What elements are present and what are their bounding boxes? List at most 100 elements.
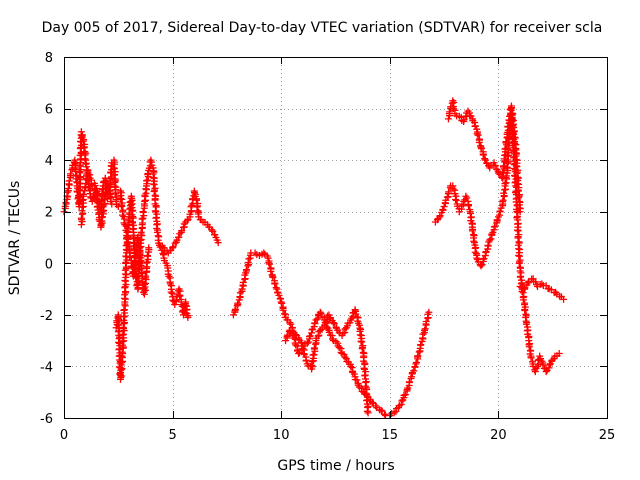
data-point: [104, 184, 112, 192]
data-point: [368, 399, 376, 407]
data-point: [273, 285, 281, 293]
data-point: [452, 196, 460, 204]
data-point: [514, 234, 522, 242]
data-point: [141, 280, 149, 288]
data-point: [121, 221, 129, 229]
data-point: [358, 345, 366, 353]
data-point: [245, 255, 253, 263]
data-point: [135, 239, 143, 247]
data-point: [134, 238, 142, 246]
data-point: [97, 220, 105, 228]
x-axis-label: GPS time / hours: [277, 458, 394, 474]
y-tick-label: 0: [45, 257, 53, 272]
data-point: [311, 319, 319, 327]
x-tick-label: 5: [168, 428, 176, 443]
data-point: [153, 220, 161, 228]
data-point: [137, 228, 145, 236]
data-point: [502, 138, 510, 146]
data-point: [500, 189, 508, 197]
data-point: [445, 188, 453, 196]
data-point: [192, 196, 200, 204]
data-point: [276, 295, 284, 303]
y-tick-label: 6: [45, 103, 53, 118]
data-point: [67, 170, 75, 178]
data-point: [130, 264, 138, 272]
x-tick-label: 20: [490, 428, 507, 443]
data-point: [501, 180, 509, 188]
data-point: [481, 155, 489, 163]
data-point: [150, 187, 158, 195]
data-point: [446, 108, 454, 116]
data-point: [65, 177, 73, 185]
data-point: [412, 359, 420, 367]
data-point: [499, 196, 507, 204]
data-point: [93, 203, 101, 211]
data-point: [516, 273, 524, 281]
data-point: [474, 131, 482, 139]
data-point: [531, 368, 539, 376]
data-point: [303, 339, 311, 347]
data-point: [167, 288, 175, 296]
data-point: [491, 222, 499, 230]
data-point: [214, 239, 222, 247]
data-point: [513, 226, 521, 234]
data-point: [496, 207, 504, 215]
data-point: [142, 259, 150, 267]
data-point: [239, 278, 247, 286]
data-point: [479, 255, 487, 263]
chart-title: Day 005 of 2017, Sidereal Day-to-day VTE…: [42, 20, 603, 36]
data-point: [138, 215, 146, 223]
data-point: [242, 266, 250, 274]
data-point: [470, 237, 478, 245]
data-point: [114, 314, 122, 322]
data-point: [103, 179, 111, 187]
data-point: [81, 183, 89, 191]
x-tick-label: 10: [273, 428, 290, 443]
data-point: [538, 280, 546, 288]
data-point: [119, 337, 127, 345]
data-point: [377, 406, 385, 414]
data-point: [62, 199, 70, 207]
axes: 0 5 10 15 20 25 -6 -4 -2 0 2 4 6 8: [40, 51, 615, 443]
data-point: [118, 211, 126, 219]
data-point: [122, 271, 130, 279]
data-point: [115, 317, 123, 325]
data-point: [290, 334, 298, 342]
data-point: [169, 243, 177, 251]
y-tick-label: 8: [45, 51, 53, 66]
data-point: [511, 139, 519, 147]
data-point: [504, 122, 512, 130]
data-point: [515, 194, 523, 202]
data-point: [358, 338, 366, 346]
data-point: [539, 361, 547, 369]
data-point: [452, 197, 460, 205]
data-point: [272, 284, 280, 292]
data-point: [152, 214, 160, 222]
data-point: [449, 185, 457, 193]
data-point: [444, 115, 452, 123]
data-point: [417, 341, 425, 349]
data-point: [153, 228, 161, 236]
data-point: [513, 169, 521, 177]
data-point: [129, 214, 137, 222]
data-point: [176, 292, 184, 300]
data-point: [304, 338, 312, 346]
data-point: [231, 305, 239, 313]
data-point: [136, 251, 144, 259]
data-point: [299, 344, 307, 352]
data-point: [458, 202, 466, 210]
data-point: [400, 391, 408, 399]
data-point: [260, 249, 268, 257]
data-point: [286, 319, 294, 327]
data-point: [414, 352, 422, 360]
data-point: [310, 344, 318, 352]
data-point: [521, 306, 529, 314]
data-point: [118, 202, 126, 210]
data-point: [341, 353, 349, 361]
data-point: [525, 343, 533, 351]
data-point: [269, 274, 277, 282]
data-point: [500, 162, 508, 170]
data-point: [361, 372, 369, 380]
data-point: [363, 397, 371, 405]
data-point: [141, 272, 149, 280]
